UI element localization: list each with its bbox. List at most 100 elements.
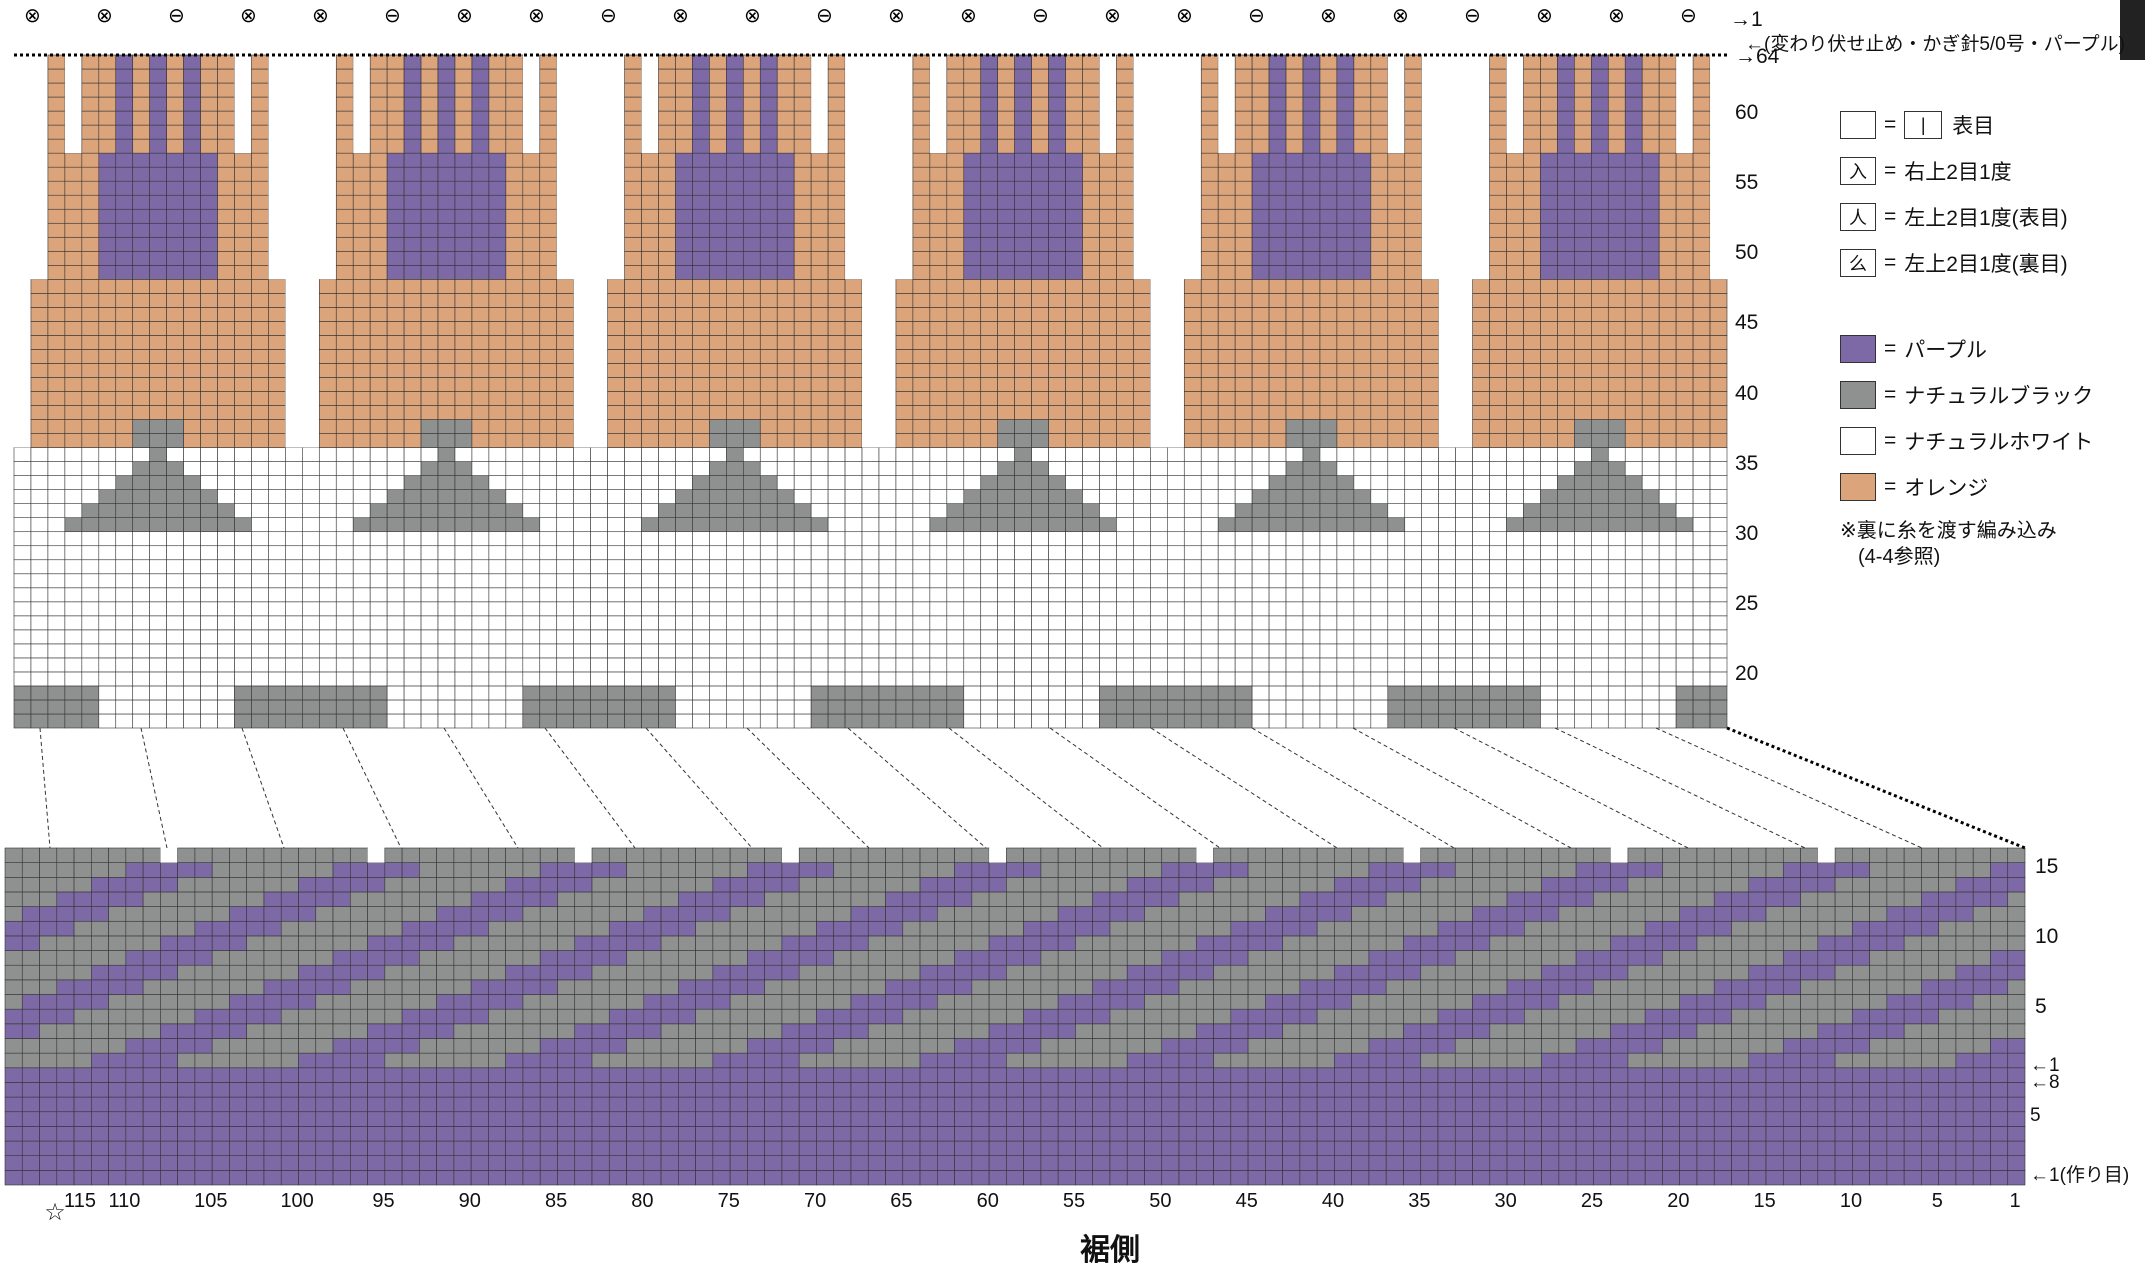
chart-cell [1473, 644, 1490, 658]
chart-cell [472, 69, 489, 83]
chart-cell [709, 55, 726, 69]
chart-cell [133, 223, 150, 237]
chart-cell [1167, 139, 1184, 153]
chart-cell [336, 223, 353, 237]
chart-cell [1303, 420, 1320, 434]
chart-cell [65, 195, 82, 209]
chart-cell [1507, 363, 1524, 377]
chart-cell [1710, 55, 1727, 69]
chart-cell [91, 1038, 108, 1053]
chart-cell [1473, 714, 1490, 728]
chart-cell [692, 588, 709, 602]
chart-cell [302, 448, 319, 462]
chart-cell [1659, 307, 1676, 321]
chart-cell [1049, 237, 1066, 251]
chart-cell [116, 700, 133, 714]
chart-cell [167, 616, 184, 630]
chart-cell [302, 265, 319, 279]
chart-cell [743, 448, 760, 462]
chart-cell [625, 293, 642, 307]
chart-cell [523, 406, 540, 420]
chart-cell [302, 377, 319, 391]
chart-cell [777, 307, 794, 321]
chart-cell [1456, 420, 1473, 434]
chart-cell [14, 448, 31, 462]
chart-cell [31, 616, 48, 630]
chart-cell [31, 574, 48, 588]
chart-cell [109, 1126, 126, 1141]
chart-cell [523, 195, 540, 209]
chart-cell [1608, 574, 1625, 588]
chart-cell [218, 167, 235, 181]
chart-cell [1066, 307, 1083, 321]
chart-cell [1523, 307, 1540, 321]
chart-cell [489, 265, 506, 279]
chart-cell [150, 335, 167, 349]
chart-cell [234, 307, 251, 321]
chart-cell [760, 335, 777, 349]
chart-cell [743, 251, 760, 265]
chart-cell [642, 686, 659, 700]
chart-cell [692, 209, 709, 223]
chart-cell [1659, 476, 1676, 490]
chart-cell [251, 167, 268, 181]
chart-cell [845, 363, 862, 377]
chart-cell [455, 420, 472, 434]
chart-cell [268, 321, 285, 335]
chart-cell [48, 349, 65, 363]
chart-cell [65, 153, 82, 167]
chart-cell [811, 321, 828, 335]
chart-cell [1422, 349, 1439, 363]
chart-cell [65, 97, 82, 111]
chart-cell [692, 307, 709, 321]
chart-cell [1710, 574, 1727, 588]
chart-cell [1507, 293, 1524, 307]
chart-cell [1133, 714, 1150, 728]
chart-cell [998, 448, 1015, 462]
chart-cell [82, 349, 99, 363]
chart-cell [31, 251, 48, 265]
chart-cell [1116, 658, 1133, 672]
chart-cell [302, 574, 319, 588]
chart-cell [506, 279, 523, 293]
chart-cell [675, 181, 692, 195]
chart-cell [862, 377, 879, 391]
chart-cell [99, 672, 116, 686]
chart-cell [998, 392, 1015, 406]
chart-cell [133, 392, 150, 406]
chart-cell [794, 714, 811, 728]
chart-cell [743, 532, 760, 546]
chart-cell [675, 616, 692, 630]
chart-cell [964, 279, 981, 293]
chart-cell [1490, 251, 1507, 265]
chart-cell [862, 616, 879, 630]
chart-cell [201, 251, 218, 265]
chart-cell [116, 83, 133, 97]
chart-cell [150, 363, 167, 377]
chart-cell [1337, 139, 1354, 153]
chart-cell [574, 83, 591, 97]
chart-cell [489, 139, 506, 153]
chart-cell [726, 307, 743, 321]
chart-cell [218, 125, 235, 139]
chart-cell [1049, 55, 1066, 69]
chart-cell [234, 560, 251, 574]
chart-cell [879, 532, 896, 546]
chart-cell [930, 714, 947, 728]
chart-cell [251, 462, 268, 476]
chart-cell [133, 658, 150, 672]
chart-cell [1371, 560, 1388, 574]
chart-cell [1252, 420, 1269, 434]
chart-cell [201, 490, 218, 504]
chart-cell [438, 672, 455, 686]
chart-cell [1116, 476, 1133, 490]
chart-cell [1066, 97, 1083, 111]
chart-cell [302, 335, 319, 349]
chart-cell [1439, 672, 1456, 686]
chart-cell [828, 209, 845, 223]
chart-cell [794, 293, 811, 307]
chart-cell [404, 97, 421, 111]
chart-cell [1235, 265, 1252, 279]
chart-cell [591, 97, 608, 111]
chart-cell [743, 686, 760, 700]
